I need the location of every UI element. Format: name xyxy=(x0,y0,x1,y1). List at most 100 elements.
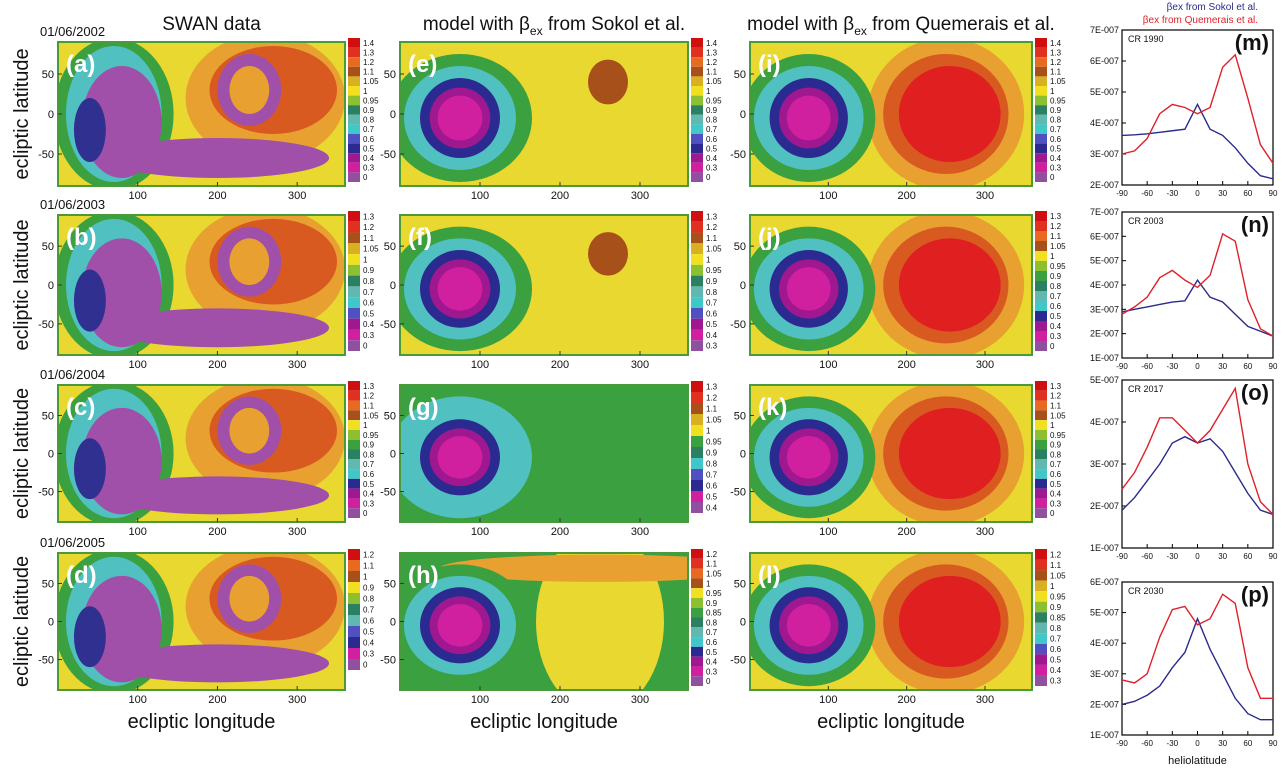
colorbar-swatch xyxy=(348,95,360,106)
colorbar-label: 1.3 xyxy=(363,212,375,221)
colorbar-label: 1.1 xyxy=(706,405,718,414)
colorbar-swatch xyxy=(1035,390,1047,401)
colorbar-swatch xyxy=(691,162,703,173)
colorbar-swatch xyxy=(1035,105,1047,115)
colorbar-swatch xyxy=(691,381,703,392)
colorbar-label: 0.4 xyxy=(1050,666,1062,675)
colorbar-swatch xyxy=(1035,459,1047,470)
series-line xyxy=(1121,593,1273,699)
colorbar-label: 0.8 xyxy=(706,460,718,469)
colorbar-label: 1.3 xyxy=(706,212,718,221)
colorbar-swatch xyxy=(691,105,703,115)
colorbar-swatch xyxy=(348,571,360,582)
map-field xyxy=(58,42,345,186)
colorbar-swatch xyxy=(348,449,360,460)
colorbar-label: 0.4 xyxy=(1050,154,1062,163)
colorbar-label: 0.6 xyxy=(363,617,375,626)
colorbar-swatch xyxy=(691,403,703,414)
colorbar-label: 0.6 xyxy=(363,135,375,144)
colorbar-swatch xyxy=(1035,261,1047,271)
y-tick-label: 50 xyxy=(42,578,54,590)
colorbar-label: 1 xyxy=(363,255,368,264)
y-tick-label: -50 xyxy=(38,487,54,499)
plot-frame xyxy=(1121,581,1274,736)
y-tick-label: 0 xyxy=(740,109,746,121)
colorbar-label: 0.4 xyxy=(706,154,718,163)
colorbar-label: 0.95 xyxy=(363,96,379,105)
colorbar-swatch xyxy=(1035,162,1047,173)
colorbar-swatch xyxy=(348,381,360,391)
map-field xyxy=(750,553,1032,690)
y-tick-label: 0 xyxy=(48,449,54,461)
colorbar-label: 0.6 xyxy=(1050,470,1062,479)
panel-letter: (i) xyxy=(758,51,781,78)
x-tick-label: -30 xyxy=(1167,362,1179,371)
x-tick-label: -90 xyxy=(1116,189,1128,198)
colorbar-label: 1 xyxy=(1050,421,1055,430)
y-tick-label: 4E-007 xyxy=(1090,280,1119,290)
y-tick-label: 0 xyxy=(390,617,396,629)
colorbar-label: 1.05 xyxy=(1050,242,1066,251)
colorbar-label: 0.95 xyxy=(363,431,379,440)
y-tick-label: 6E-007 xyxy=(1090,231,1119,241)
x-tick-label: 90 xyxy=(1269,552,1278,561)
contour xyxy=(536,42,664,186)
colorbar-swatch xyxy=(348,429,360,440)
colorbar-swatch xyxy=(1035,622,1047,634)
column-title: SWAN data xyxy=(162,14,261,35)
x-tick-label: 0 xyxy=(1195,362,1200,371)
colorbar-label: 0.8 xyxy=(1050,116,1062,125)
colorbar-label: 0.7 xyxy=(1050,460,1062,469)
colorbar-swatch xyxy=(691,307,703,319)
colorbar-swatch xyxy=(1035,331,1047,341)
annotation: CR 2030 xyxy=(1128,586,1164,596)
colorbar-swatch xyxy=(1035,86,1047,96)
map-panel: (f) 100 200 300 50 0 -50 1.3 1.2 1.1 1.051 0.95 0.9 0… xyxy=(380,211,722,371)
y-tick-label: 4E-007 xyxy=(1090,638,1119,648)
colorbar-label: 1.1 xyxy=(706,68,718,77)
panel-letter: (f) xyxy=(408,224,432,251)
colorbar-label: 1.2 xyxy=(363,392,375,401)
colorbar-label: 1.2 xyxy=(363,58,375,67)
colorbar-label: 0.9 xyxy=(706,449,718,458)
colorbar-swatch xyxy=(1035,76,1047,86)
colorbar-label: 0.6 xyxy=(706,135,718,144)
map-panel: (b) 100 200 300 50 0 -50 1.3 1.2 1.1 1.051 0.9 0.8 0.… xyxy=(38,211,379,371)
panel-letter: (e) xyxy=(408,51,437,78)
colorbar-label: 0.3 xyxy=(706,667,718,676)
colorbar-label: 0.4 xyxy=(363,639,375,648)
colorbar-swatch xyxy=(1035,612,1047,623)
colorbar-label: 0.4 xyxy=(1050,490,1062,499)
y-tick-label: 3E-007 xyxy=(1090,149,1119,159)
colorbar-swatch xyxy=(1035,66,1047,77)
colorbar-label: 1.1 xyxy=(1050,561,1062,570)
x-tick-label: 300 xyxy=(288,359,306,371)
colorbar-swatch xyxy=(691,588,703,598)
colorbar-label: 1 xyxy=(1050,582,1055,591)
colorbar-label: 1.4 xyxy=(706,39,718,48)
y-tick-label: 7E-007 xyxy=(1090,25,1119,35)
colorbar-swatch xyxy=(691,637,703,647)
contour xyxy=(898,238,1001,332)
colorbar-label: 0.9 xyxy=(1050,603,1062,612)
colorbar-label: 0 xyxy=(363,342,368,351)
x-axis-label: ecliptic longitude xyxy=(817,711,965,733)
colorbar-swatch xyxy=(348,275,360,287)
x-tick-label: 200 xyxy=(897,526,915,538)
x-tick-label: 300 xyxy=(288,526,306,538)
x-tick-label: 30 xyxy=(1218,362,1227,371)
colorbar-swatch xyxy=(691,617,703,628)
colorbar-swatch xyxy=(691,656,703,667)
x-tick-label: 300 xyxy=(976,359,994,371)
colorbar-swatch xyxy=(348,286,360,298)
colorbar-label: 1.1 xyxy=(1050,232,1062,241)
x-tick-label: 300 xyxy=(976,190,994,202)
colorbar-swatch xyxy=(691,392,703,403)
map-field xyxy=(58,553,345,690)
colorbar-label: 1.3 xyxy=(1050,212,1062,221)
colorbar-label: 1 xyxy=(706,427,711,436)
colorbar-label: 1.2 xyxy=(706,223,718,232)
y-tick-label: 50 xyxy=(734,578,746,590)
colorbar-swatch xyxy=(691,502,703,513)
colorbar-label: 0.3 xyxy=(1050,332,1062,341)
